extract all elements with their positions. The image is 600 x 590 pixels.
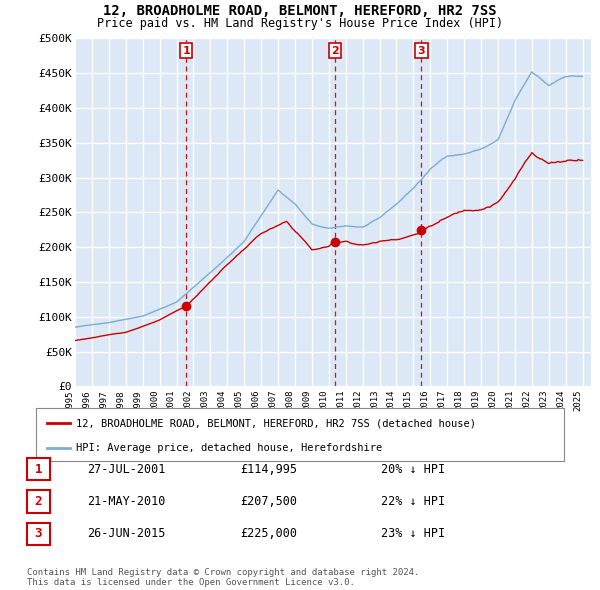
Text: 3: 3 [35,527,42,540]
Text: 27-JUL-2001: 27-JUL-2001 [87,463,166,476]
Text: £207,500: £207,500 [240,495,297,508]
Text: 23% ↓ HPI: 23% ↓ HPI [381,527,445,540]
Text: 12, BROADHOLME ROAD, BELMONT, HEREFORD, HR2 7SS (detached house): 12, BROADHOLME ROAD, BELMONT, HEREFORD, … [76,418,476,428]
Text: 22% ↓ HPI: 22% ↓ HPI [381,495,445,508]
Text: 26-JUN-2015: 26-JUN-2015 [87,527,166,540]
Text: 3: 3 [418,45,425,55]
Text: £225,000: £225,000 [240,527,297,540]
Text: 12, BROADHOLME ROAD, BELMONT, HEREFORD, HR2 7SS: 12, BROADHOLME ROAD, BELMONT, HEREFORD, … [103,4,497,18]
Text: Price paid vs. HM Land Registry's House Price Index (HPI): Price paid vs. HM Land Registry's House … [97,17,503,30]
Text: 1: 1 [35,463,42,476]
Text: 20% ↓ HPI: 20% ↓ HPI [381,463,445,476]
Text: 2: 2 [331,45,339,55]
Text: 21-MAY-2010: 21-MAY-2010 [87,495,166,508]
Text: Contains HM Land Registry data © Crown copyright and database right 2024.
This d: Contains HM Land Registry data © Crown c… [27,568,419,587]
Text: £114,995: £114,995 [240,463,297,476]
Text: 2: 2 [35,495,42,508]
Text: 1: 1 [182,45,190,55]
Text: HPI: Average price, detached house, Herefordshire: HPI: Average price, detached house, Here… [76,442,382,453]
